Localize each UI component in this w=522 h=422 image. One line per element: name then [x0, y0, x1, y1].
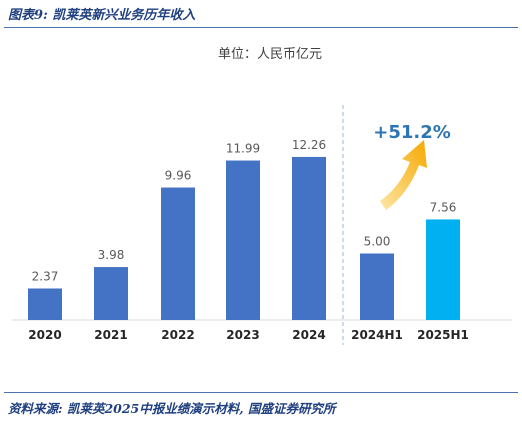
bar-2025H1	[426, 219, 460, 320]
growth-annotation: +51.2%	[373, 122, 451, 143]
category-label-2024H1: 2024H1	[351, 328, 403, 342]
category-label-2021: 2021	[94, 328, 127, 342]
bar-2024H1	[360, 253, 394, 320]
value-label-2024: 12.26	[292, 138, 326, 152]
top-rule	[4, 27, 518, 28]
bar-2022	[161, 187, 195, 320]
value-label-2024H1: 5.00	[364, 235, 391, 249]
bar-2024	[292, 156, 326, 320]
unit-label: 单位：人民币亿元	[218, 47, 322, 62]
value-label-2022: 9.96	[165, 169, 192, 183]
bottom-rule	[4, 392, 518, 393]
category-label-2023: 2023	[226, 328, 259, 342]
bar-2023	[226, 160, 260, 320]
category-label-2025H1: 2025H1	[417, 328, 469, 342]
figure-title: 图表9: 凯莱英新兴业务历年收入	[8, 8, 196, 23]
category-label-2024: 2024	[292, 328, 325, 342]
value-label-2020: 2.37	[32, 269, 59, 283]
value-label-2021: 3.98	[98, 248, 125, 262]
growth-arrow-icon	[380, 140, 427, 210]
bar-2021	[94, 267, 128, 320]
value-label-2023: 11.99	[226, 142, 260, 156]
source-note: 资料来源: 凯莱英2025中报业绩演示材料, 国盛证券研究所	[8, 401, 336, 416]
bar-2020	[28, 288, 62, 320]
value-label-2025H1: 7.56	[430, 200, 457, 214]
category-label-2020: 2020	[28, 328, 61, 342]
category-label-2022: 2022	[161, 328, 194, 342]
